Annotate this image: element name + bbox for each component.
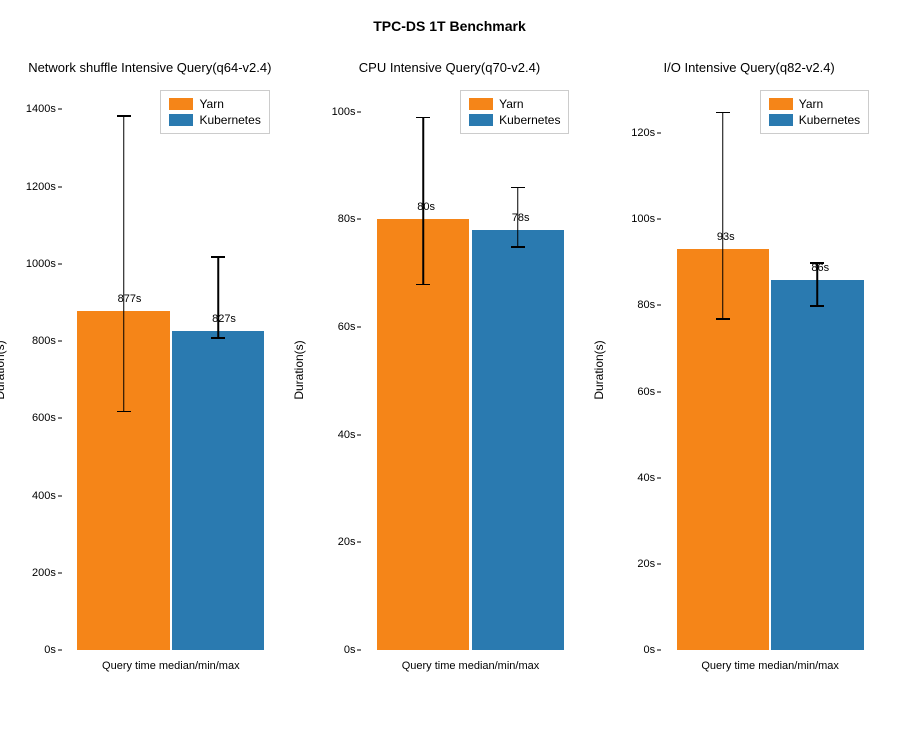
y-tick-label: 40s [338, 429, 356, 441]
y-tick-label: 600s [32, 412, 56, 424]
error-cap-top [716, 112, 730, 114]
y-tick-mark [657, 305, 661, 306]
panel-title: Network shuffle Intensive Query(q64-v2.4… [10, 60, 290, 75]
x-axis-label: Query time median/min/max [66, 660, 276, 672]
chart-container: TPC-DS 1T Benchmark Network shuffle Inte… [0, 0, 899, 750]
y-tick-label: 100s [631, 213, 655, 225]
main-title: TPC-DS 1T Benchmark [0, 18, 899, 34]
bar-kubernetes [172, 331, 264, 650]
error-cap-top [117, 115, 131, 117]
error-cap-bottom [511, 246, 525, 248]
y-tick-mark [58, 650, 62, 651]
y-tick-label: 120s [631, 127, 655, 139]
error-cap-bottom [716, 318, 730, 320]
y-tick-label: 1200s [26, 181, 56, 193]
error-bar [722, 112, 724, 319]
y-axis-label: Duration(s) [0, 340, 7, 399]
y-tick-mark [58, 263, 62, 264]
y-tick-label: 0s [44, 644, 56, 656]
y-tick-label: 60s [637, 386, 655, 398]
y-tick-mark [58, 495, 62, 496]
y-tick-mark [657, 391, 661, 392]
y-tick-mark [657, 563, 661, 564]
y-axis: 0s20s40s60s80s100sDuration(s) [309, 90, 365, 650]
bar-kubernetes [472, 230, 564, 650]
y-axis: 0s200s400s600s800s1000s1200s1400sDuratio… [10, 90, 66, 650]
error-bar [422, 117, 424, 284]
y-tick-label: 400s [32, 490, 56, 502]
error-cap-top [810, 262, 824, 264]
error-bar [517, 187, 519, 246]
y-tick-label: 0s [644, 644, 656, 656]
y-tick-label: 1000s [26, 258, 56, 270]
panels-row: Network shuffle Intensive Query(q64-v2.4… [0, 60, 899, 720]
bar-value-label: 93s [717, 231, 735, 243]
y-tick-label: 80s [338, 213, 356, 225]
y-tick-mark [357, 542, 361, 543]
error-cap-top [416, 117, 430, 119]
plot-area: 93s86sQuery time median/min/max [665, 90, 875, 650]
error-cap-bottom [810, 305, 824, 307]
y-tick-mark [58, 341, 62, 342]
error-cap-top [511, 187, 525, 189]
y-tick-mark [657, 650, 661, 651]
y-tick-mark [58, 109, 62, 110]
error-bar [123, 115, 125, 410]
error-cap-bottom [117, 411, 131, 413]
y-axis-label: Duration(s) [292, 340, 306, 399]
y-tick-label: 200s [32, 567, 56, 579]
panel-0: Network shuffle Intensive Query(q64-v2.4… [10, 60, 290, 700]
y-tick-label: 100s [332, 106, 356, 118]
y-tick-mark [58, 418, 62, 419]
y-tick-mark [357, 111, 361, 112]
y-tick-mark [357, 650, 361, 651]
error-cap-bottom [211, 337, 225, 339]
panel-title: CPU Intensive Query(q70-v2.4) [309, 60, 589, 75]
y-tick-label: 40s [637, 472, 655, 484]
y-tick-label: 1400s [26, 103, 56, 115]
x-axis-label: Query time median/min/max [365, 660, 575, 672]
y-tick-label: 20s [338, 536, 356, 548]
y-axis: 0s20s40s60s80s100s120sDuration(s) [609, 90, 665, 650]
bar-value-label: 877s [118, 293, 142, 305]
y-axis-label: Duration(s) [592, 340, 606, 399]
plot-area: 80s78sQuery time median/min/max [365, 90, 575, 650]
y-tick-mark [357, 434, 361, 435]
y-tick-mark [657, 133, 661, 134]
y-tick-label: 20s [637, 558, 655, 570]
y-tick-mark [58, 572, 62, 573]
error-bar [217, 256, 219, 337]
error-bar [817, 262, 819, 305]
panel-title: I/O Intensive Query(q82-v2.4) [609, 60, 889, 75]
bar-value-label: 78s [512, 212, 530, 224]
y-tick-mark [357, 219, 361, 220]
error-cap-bottom [416, 284, 430, 286]
y-tick-label: 800s [32, 335, 56, 347]
y-tick-label: 0s [344, 644, 356, 656]
y-tick-label: 60s [338, 321, 356, 333]
error-cap-top [211, 256, 225, 258]
bar-value-label: 827s [212, 313, 236, 325]
panel-2: I/O Intensive Query(q82-v2.4)YarnKuberne… [609, 60, 889, 700]
plot-area: 877s827sQuery time median/min/max [66, 90, 276, 650]
x-axis-label: Query time median/min/max [665, 660, 875, 672]
y-tick-mark [58, 186, 62, 187]
y-tick-mark [657, 477, 661, 478]
bar-value-label: 80s [417, 201, 435, 213]
y-tick-label: 80s [637, 299, 655, 311]
bar-kubernetes [771, 280, 863, 650]
y-tick-mark [657, 219, 661, 220]
y-tick-mark [357, 326, 361, 327]
panel-1: CPU Intensive Query(q70-v2.4)YarnKuberne… [309, 60, 589, 700]
